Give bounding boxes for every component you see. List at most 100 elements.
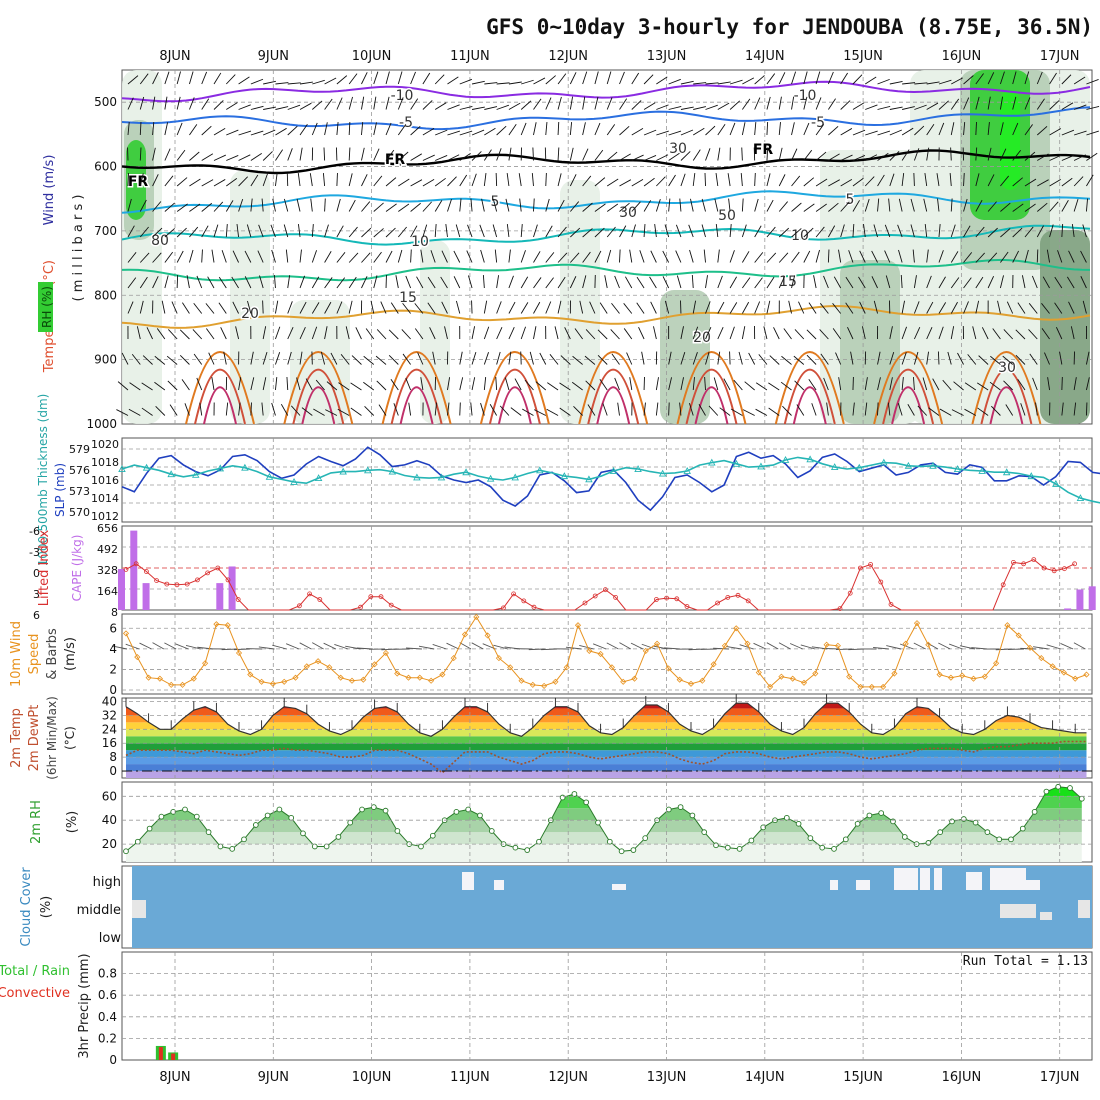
wind-barb (238, 130, 252, 136)
wind-barb (741, 301, 750, 314)
wind-barb (926, 147, 930, 161)
wind-barb (999, 96, 1003, 110)
wind-barb (717, 123, 726, 136)
wind-speed-point (687, 680, 695, 687)
wind-barb (299, 326, 306, 340)
wind-barb (483, 377, 487, 391)
thickness-point (339, 467, 347, 475)
wind-barb (262, 351, 268, 365)
contour-label: 80 (151, 233, 169, 249)
wind-barb (649, 276, 657, 289)
wind-barb (769, 355, 780, 365)
rh-point (807, 835, 814, 841)
wind-barb (471, 106, 485, 110)
wind-barb (1024, 151, 1036, 161)
wind-barb (963, 225, 971, 238)
wind-barb (221, 250, 227, 263)
rh-point (170, 809, 177, 815)
wind-barb (385, 227, 396, 238)
wind-speed-point (541, 682, 548, 689)
wind-barb (139, 96, 145, 110)
wind-barb (703, 249, 706, 263)
wind-barb (350, 407, 362, 416)
lifted-index-point (531, 604, 537, 610)
wind-speed-point (303, 663, 310, 670)
wind-barb (676, 275, 682, 289)
warm-contour (676, 351, 747, 425)
wind-barb (643, 102, 656, 110)
wind-barb (858, 276, 866, 289)
wind-barb (1061, 129, 1075, 136)
wind-barb (459, 351, 463, 365)
wind-barb (859, 250, 866, 263)
cape-tick: 328 (97, 564, 118, 577)
wind-barb (877, 174, 885, 187)
wind-barb (865, 154, 878, 161)
wind-barb (441, 250, 448, 263)
cape-tick: 656 (97, 522, 118, 535)
wind-barb (1080, 276, 1087, 289)
surface-barb (641, 643, 656, 650)
wind-barb (1049, 128, 1062, 136)
wind-barb (348, 96, 353, 110)
wind-barb (402, 302, 411, 314)
wind-barb (727, 173, 731, 187)
wind-barb (244, 276, 252, 289)
wind-barb (845, 276, 854, 289)
wind-barb (459, 402, 461, 416)
wind-tick: 6 (109, 621, 117, 635)
rh-point (158, 813, 165, 820)
wind-barb (997, 300, 1001, 314)
surface-barb (356, 647, 373, 650)
wind-speed-point (778, 673, 785, 680)
thickness-point (929, 461, 937, 469)
wind-barb (826, 402, 829, 416)
wind-barb (139, 252, 150, 263)
wind-barb (845, 302, 854, 314)
wind-barb (370, 300, 375, 314)
wind-barb (376, 380, 387, 391)
lifted-index-point (684, 604, 690, 609)
wind-barb (742, 277, 751, 289)
wind-barb (484, 127, 496, 136)
wind-barb (1000, 251, 1009, 263)
wind-barb (388, 354, 399, 365)
wind-barb (455, 224, 461, 238)
temp-tick: 40 (102, 694, 117, 708)
cape-tick: 492 (97, 543, 118, 556)
wind-barb (557, 226, 567, 238)
wind-barb (447, 377, 451, 391)
surface-barb (753, 642, 767, 650)
wind-barb (484, 106, 498, 110)
wind-barb (1049, 154, 1062, 161)
wind-barb (926, 123, 935, 136)
wind-barb (385, 250, 393, 263)
wind-barb (975, 276, 984, 289)
warm-contour (479, 351, 550, 425)
wind-barb (434, 177, 446, 187)
wind-barb (261, 198, 264, 212)
top-day-label: 16JUN (942, 49, 982, 64)
rh-point (996, 836, 1003, 843)
wind-barb (250, 351, 254, 365)
wind-ylabel-2: Speed (27, 634, 42, 675)
wind-speed-point (993, 660, 1000, 667)
lifted-index-point (317, 597, 323, 602)
wind-barb (990, 405, 1001, 416)
lifted-index-point (143, 569, 149, 574)
lifted-index-point (735, 592, 741, 598)
cloud-cover-cells (132, 866, 1092, 948)
precip-convective-bar (158, 1047, 163, 1060)
wind-barb (325, 409, 338, 416)
wind-barb (166, 355, 178, 365)
wind-barb (363, 381, 375, 391)
wind-barb (910, 198, 915, 212)
wind-barb (1066, 276, 1075, 289)
warm-contour (685, 368, 738, 425)
wind-barb (1012, 250, 1020, 263)
wind-barb (888, 198, 891, 212)
wind-barb (698, 404, 706, 416)
wind-barb (427, 302, 436, 314)
rh-point (1043, 788, 1050, 795)
